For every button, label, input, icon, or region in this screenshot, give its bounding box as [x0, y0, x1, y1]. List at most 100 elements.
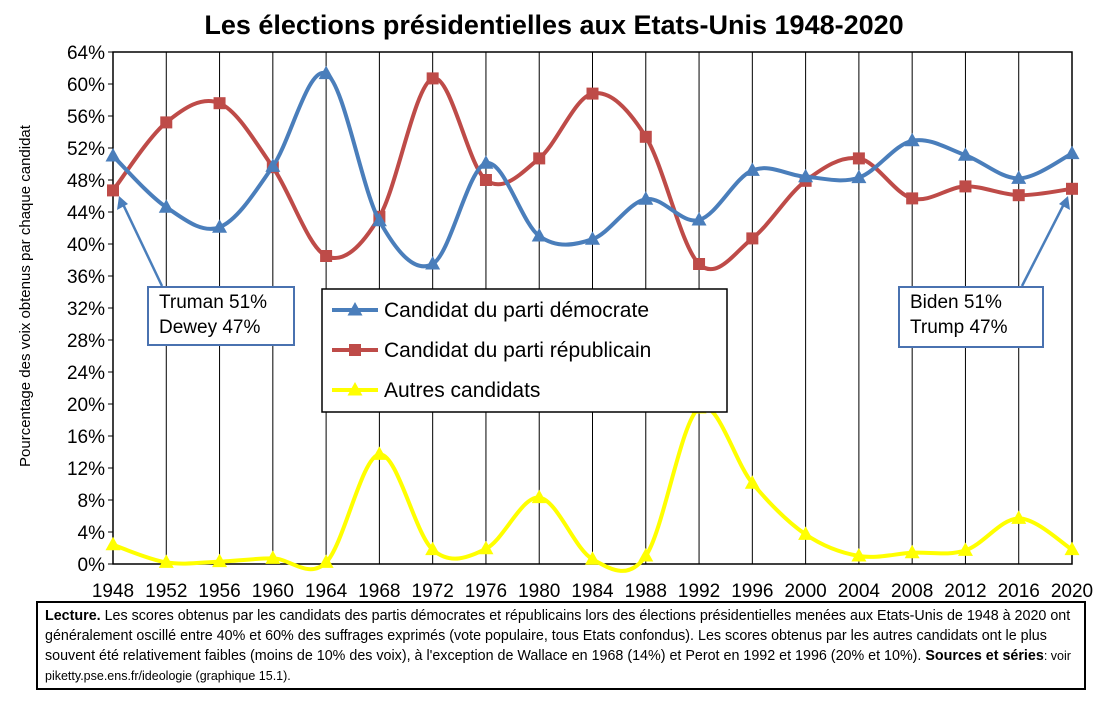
- data-point: [852, 152, 865, 165]
- y-tick-label: 52%: [67, 139, 105, 160]
- data-point: [585, 551, 600, 565]
- data-point: [1064, 145, 1080, 160]
- data-point: [213, 97, 226, 110]
- legend-label: Candidat du parti démocrate: [384, 299, 649, 322]
- data-point: [160, 116, 173, 129]
- data-point: [425, 256, 441, 270]
- legend-box: [321, 288, 728, 413]
- chart-title: Les élections présidentielles aux Etats-…: [204, 10, 904, 40]
- data-point: [586, 87, 599, 100]
- data-point: [265, 550, 281, 564]
- x-tick-label: 1996: [731, 581, 773, 600]
- legend-marker: [347, 382, 363, 396]
- callout-biden-trump: Biden 51% Trump 47%: [898, 286, 1044, 348]
- note-source-label: Sources et séries: [925, 648, 1044, 664]
- data-point: [212, 553, 228, 568]
- data-point: [746, 232, 759, 245]
- data-point: [105, 536, 121, 551]
- data-point: [638, 191, 654, 205]
- data-point: [957, 542, 973, 556]
- note-source-text: : voir piketty.pse.ens.fr/ideologie (gra…: [45, 649, 1071, 683]
- legend-marker: [347, 302, 363, 316]
- data-point: [693, 258, 706, 270]
- y-tick-label: 56%: [67, 107, 105, 128]
- callout-arrowhead: [1059, 196, 1070, 210]
- x-tick-label: 1956: [198, 581, 240, 600]
- legend-label: Candidat du parti républicain: [384, 339, 651, 362]
- y-tick-label: 0%: [78, 555, 106, 576]
- data-point: [798, 526, 814, 540]
- y-tick-label: 4%: [78, 523, 106, 544]
- data-point: [318, 554, 334, 568]
- x-tick-label: 1972: [412, 581, 454, 600]
- x-tick-label: 1952: [145, 581, 187, 600]
- data-point: [425, 541, 441, 556]
- callout-line: Truman 51%: [159, 292, 268, 313]
- data-point: [957, 147, 973, 161]
- data-point: [798, 168, 814, 183]
- data-point: [851, 169, 867, 184]
- data-point: [105, 148, 121, 162]
- data-point: [1066, 182, 1078, 195]
- data-point: [851, 548, 867, 562]
- data-point: [904, 544, 920, 559]
- x-tick-label: 2016: [998, 581, 1040, 600]
- y-tick-label: 12%: [67, 459, 105, 480]
- x-tick-label: 1984: [571, 581, 614, 600]
- data-point: [906, 192, 919, 205]
- note-lecture-label: Lecture.: [45, 608, 101, 624]
- x-tick-label: 2000: [784, 581, 826, 600]
- data-point: [959, 180, 972, 193]
- data-point: [1011, 510, 1027, 524]
- x-tick-label: 2020: [1051, 581, 1093, 600]
- x-tick-label: 1964: [305, 581, 348, 600]
- y-tick-label: 32%: [67, 299, 105, 320]
- line-chart: 0% 4% 8% 12% 16% 20% 24% 28% 32% 36% 40% 44% 48% 52% 5…: [67, 43, 1093, 600]
- reading-note: Lecture. Les scores obtenus par les cand…: [36, 601, 1086, 690]
- legend-label: Autres candidats: [384, 379, 540, 402]
- x-tick-label: 2004: [838, 581, 881, 600]
- x-tick-label: 1960: [252, 581, 294, 600]
- data-point: [318, 65, 334, 80]
- y-tick-label: 8%: [78, 491, 106, 512]
- x-tick-label: 2012: [944, 581, 986, 600]
- data-point: [107, 184, 119, 197]
- legend-marker: [349, 344, 361, 356]
- data-point: [158, 554, 174, 568]
- data-point: [639, 130, 652, 143]
- data-point: [1011, 170, 1027, 184]
- callout-arrow: [1020, 199, 1068, 287]
- data-point: [478, 540, 494, 555]
- data-point: [371, 446, 387, 460]
- callout-arrowhead: [117, 196, 128, 210]
- x-tick-label: 2008: [891, 581, 933, 600]
- x-tick-label: 1948: [92, 581, 134, 600]
- data-point: [212, 219, 228, 233]
- callout-line: Trump 47%: [910, 317, 1008, 338]
- y-tick-label: 40%: [67, 235, 105, 256]
- y-tick-label: 60%: [67, 75, 105, 96]
- x-tick-label: 1992: [678, 581, 720, 600]
- data-point: [531, 228, 547, 242]
- y-tick-label: 24%: [67, 363, 105, 384]
- y-tick-label: 16%: [67, 427, 105, 448]
- x-tick-label: 1968: [358, 581, 400, 600]
- data-point: [744, 162, 760, 176]
- data-point: [158, 199, 174, 213]
- y-tick-label: 28%: [67, 331, 105, 352]
- data-point: [426, 72, 439, 85]
- y-tick-label: 64%: [67, 43, 105, 64]
- data-point: [479, 174, 492, 186]
- y-tick-label: 20%: [67, 395, 105, 416]
- callout-arrow: [119, 199, 164, 287]
- data-point: [744, 475, 760, 489]
- callout-line: Dewey 47%: [159, 317, 261, 338]
- data-point: [533, 152, 546, 165]
- data-point: [585, 231, 600, 245]
- data-point: [1064, 541, 1080, 556]
- data-point: [638, 548, 654, 562]
- data-point: [531, 489, 547, 504]
- y-tick-label: 44%: [67, 203, 105, 224]
- data-point: [691, 212, 707, 226]
- y-tick-label: 48%: [67, 171, 105, 192]
